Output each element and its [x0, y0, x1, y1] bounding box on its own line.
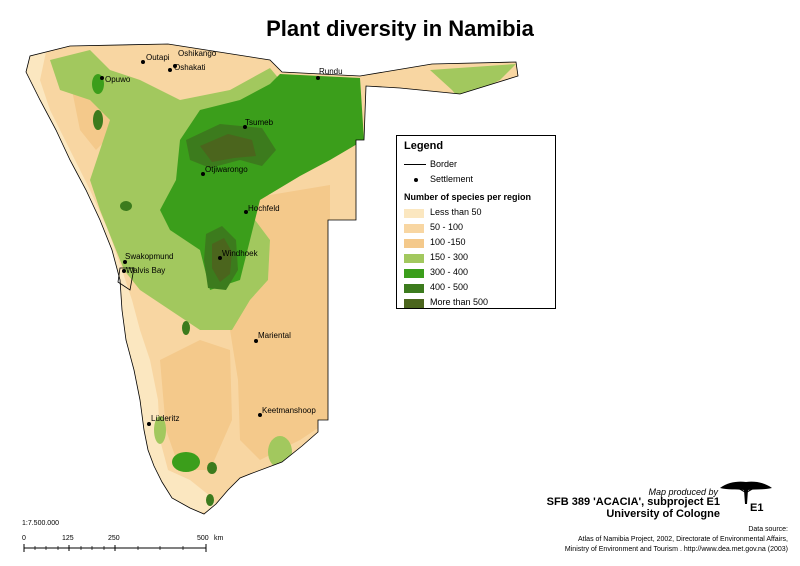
patch-orange [206, 494, 214, 506]
swatch-lt50 [404, 209, 424, 218]
region-windhoek-gt500 [212, 238, 232, 282]
scale-tick-125: 125 [62, 535, 74, 542]
acacia-tree-icon [720, 481, 772, 504]
legend-class-label: 400 - 500 [430, 282, 469, 292]
settlement-dot-keetmanshoop[interactable] [258, 413, 262, 417]
settlement-dot-opuwo[interactable] [100, 76, 104, 80]
settlement-label-keetmanshoop: Keetmanshoop [262, 406, 316, 415]
settlement-dot-luderitz[interactable] [147, 422, 151, 426]
settlements: Outapi Oshikango Oshakati Rundu Opuwo Ts… [100, 49, 343, 426]
settlement-dot-oshikango[interactable] [173, 64, 177, 68]
legend-label-settlement: Settlement [430, 174, 474, 184]
swatch-100-150 [404, 239, 424, 248]
settlement-label-oshakati: Oshakati [174, 63, 206, 72]
swatch-gt500 [404, 299, 424, 308]
legend-class-label: 100 -150 [430, 237, 466, 247]
settlement-dot-rundu[interactable] [316, 76, 320, 80]
patch-keetmans [268, 436, 292, 468]
border-line-icon [404, 164, 426, 165]
settlement-label-luderitz: Lüderitz [151, 414, 179, 423]
scale-bar [23, 544, 207, 552]
university-label: University of Cologne [606, 508, 720, 520]
source-heading: Data source: [748, 526, 788, 533]
scale-tick-250: 250 [108, 535, 120, 542]
region-kavango-150-300 [430, 64, 516, 100]
settlement-dot-hochfeld[interactable] [244, 210, 248, 214]
legend-class-label: 300 - 400 [430, 267, 469, 277]
swatch-400-500 [404, 284, 424, 293]
scale-tick-500: 500 [197, 535, 209, 542]
subproject-code: E1 [750, 502, 764, 514]
settlement-label-outapi: Outapi [146, 53, 170, 62]
region-tsumeb-gt500 [200, 134, 256, 162]
source-line-1: Atlas of Namibia Project, 2002, Director… [578, 536, 788, 543]
patch-south-dark [207, 462, 217, 474]
swatch-300-400 [404, 269, 424, 278]
settlement-label-windhoek: Windhoek [222, 249, 259, 258]
legend-label-border: Border [430, 159, 458, 169]
country-border [25, 43, 519, 515]
scale-tick-0: 0 [22, 535, 26, 542]
region-interior-100-150 [230, 185, 330, 460]
settlement-dot-swakopmund[interactable] [123, 260, 127, 264]
legend-class-label: More than 500 [430, 297, 489, 307]
produced-by-label: Map produced by [648, 487, 718, 497]
settlement-dot-otjiwarongo[interactable] [201, 172, 205, 176]
settlement-label-otjiwarongo: Otjiwarongo [205, 165, 248, 174]
patch-south [172, 452, 200, 472]
settlement-dot-tsumeb[interactable] [243, 125, 247, 129]
legend-box: Legend Border Settlement Number of speci… [396, 135, 556, 309]
settlement-dot-oshakati[interactable] [168, 68, 172, 72]
legend-classes-title: Number of species per region [404, 192, 532, 202]
patch-west [93, 110, 103, 130]
swatch-50-100 [404, 224, 424, 233]
legend-class-label: 50 - 100 [430, 222, 464, 232]
project-label: SFB 389 'ACACIA', subproject E1 [546, 496, 720, 508]
settlement-dot-mariental[interactable] [254, 339, 258, 343]
settlement-dot-outapi[interactable] [141, 60, 145, 64]
settlement-label-walvis-bay: Walvis Bay [126, 266, 165, 275]
swatch-150-300 [404, 254, 424, 263]
settlement-label-swakopmund: Swakopmund [125, 252, 173, 261]
legend-title: Legend [404, 140, 444, 152]
patch-khomas [182, 321, 190, 335]
settlement-label-oshikango: Oshikango [178, 49, 217, 58]
settlement-dot-windhoek[interactable] [218, 256, 222, 260]
settlement-dot-icon [414, 178, 418, 182]
scale-unit: km [214, 535, 224, 542]
settlement-label-hochfeld: Hochfeld [248, 204, 280, 213]
scale-ratio: 1:7.500.000 [22, 520, 59, 527]
patch-coast-south [154, 416, 166, 444]
settlement-label-tsumeb: Tsumeb [245, 118, 274, 127]
settlement-dot-walvis-bay[interactable] [122, 269, 126, 273]
settlement-label-opuwo: Opuwo [105, 75, 131, 84]
settlement-label-rundu: Rundu [319, 67, 343, 76]
map-title: Plant diversity in Namibia [266, 16, 534, 41]
region-south-100-150 [160, 340, 232, 470]
legend-class-label: Less than 50 [430, 207, 482, 217]
settlement-label-mariental: Mariental [258, 331, 291, 340]
source-line-2: Ministry of Environment and Tourism . ht… [564, 546, 788, 553]
walvis-bay-border [117, 267, 135, 291]
patch-erongo [120, 201, 132, 211]
legend-class-label: 150 - 300 [430, 252, 469, 262]
